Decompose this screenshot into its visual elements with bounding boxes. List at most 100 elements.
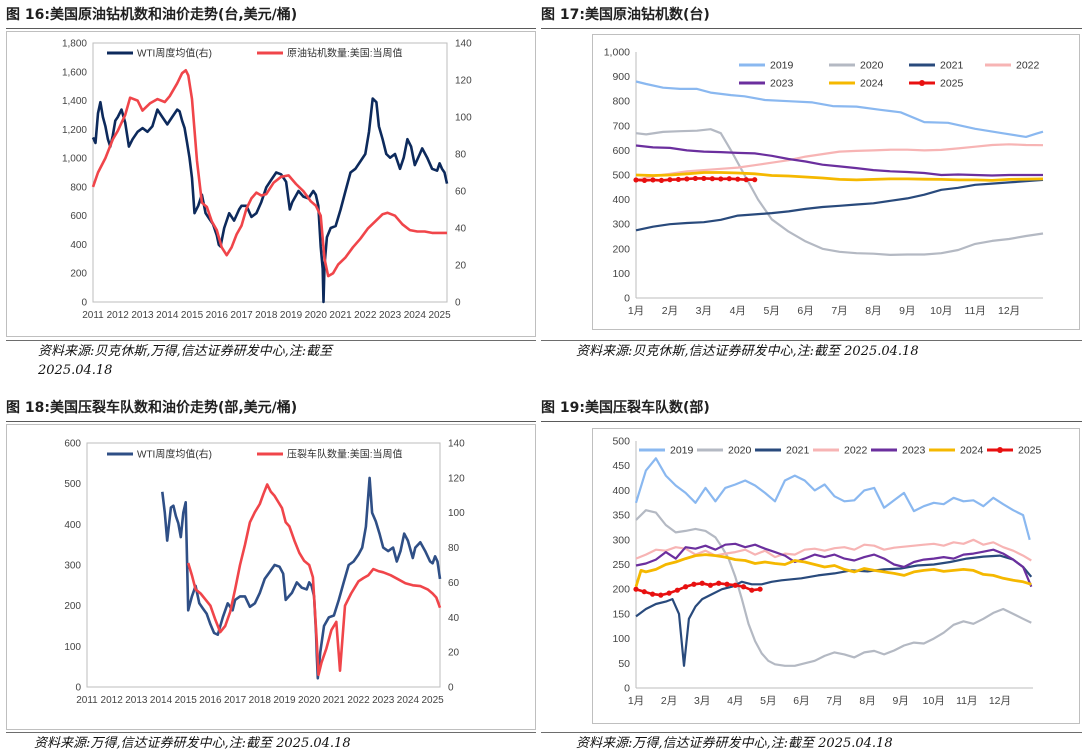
y-right-tick-label: 140	[448, 439, 465, 450]
y-right-tick-label: 60	[448, 578, 460, 589]
legend-label: 原油钻机数量:美国:当周值	[287, 47, 403, 60]
series-line-2022	[635, 143, 1044, 181]
x-tick-label: 2015	[181, 310, 204, 321]
x-tick-label: 1月	[628, 695, 644, 707]
legend-label: 2025	[940, 78, 964, 90]
x-tick-label: 2024	[404, 310, 427, 321]
figure-17-source-line1: 资料来源:贝克休斯,信达证券研发中心,注:截至 2025.04.18	[576, 344, 919, 359]
plot-area	[92, 42, 448, 303]
legend-label: WTI周度均值(右)	[137, 448, 212, 461]
x-tick-label: 3月	[696, 305, 712, 317]
series-marker-2025	[743, 177, 749, 183]
crude-rig-count-seasonal-chart: 0 100 200 300 400 500 600 700 800 900 1,000 1月 2月 3月 4…	[604, 47, 1044, 317]
y-tick-label: 500	[612, 170, 630, 182]
figure-16-panel: 0 200 400 600 800 1,000 1,200 1,400 1,600 1,800 0 2…	[6, 31, 536, 337]
series-line-2020	[635, 128, 1044, 256]
x-tick-label: 6月	[797, 305, 813, 317]
y-left-tick-label: 300	[64, 561, 81, 572]
figure-19-title: 图 19:美国压裂车队数(部)	[541, 400, 710, 416]
legend-label: 2023	[902, 445, 926, 457]
y-tick-label: 500	[612, 436, 630, 448]
x-tick-label: 2025	[428, 310, 451, 321]
series-marker-2025	[633, 586, 639, 592]
legend-marker	[919, 80, 925, 86]
series-line-count	[91, 68, 447, 278]
x-tick-label: 2021	[323, 695, 346, 706]
figure-19-panel: 0 50 100 150 200 250 300 350 400 450 500 1月 2月 3月 4月 5月…	[592, 428, 1080, 724]
y-tick-label: 300	[612, 219, 630, 231]
x-tick-label: 2013	[131, 310, 154, 321]
y-right-tick-label: 40	[455, 224, 467, 235]
x-tick-label: 2021	[329, 310, 352, 321]
plot-area	[86, 442, 441, 688]
series-marker-2025	[732, 582, 738, 588]
figure-19-source-rule	[541, 732, 1082, 733]
x-tick-label: 11月	[956, 695, 977, 707]
x-tick-label: 11月	[964, 305, 985, 317]
legend-marker	[997, 447, 1003, 453]
x-tick-label: 4月	[727, 695, 743, 707]
y-left-tick-label: 1,000	[62, 154, 87, 165]
y-left-tick-label: 600	[70, 211, 87, 222]
x-tick-label: 2019	[280, 310, 303, 321]
series-line-2021	[635, 178, 1044, 232]
series-marker-2025	[684, 176, 690, 182]
x-tick-label: 2016	[206, 310, 229, 321]
y-tick-label: 250	[612, 559, 630, 571]
series-line-count	[186, 483, 442, 677]
figure-18-source-rule	[6, 732, 536, 733]
x-tick-label: 9月	[899, 305, 915, 317]
series-marker-2025	[683, 584, 689, 590]
series-marker-2025	[757, 586, 763, 592]
y-tick-label: 300	[612, 534, 630, 546]
x-tick-label: 7月	[826, 695, 842, 707]
figure-19-source-line1: 资料来源:万得,信达证券研发中心,注:截至 2025.04.18	[576, 736, 893, 751]
series-line-2021	[635, 554, 1033, 667]
figure-17-title: 图 17:美国原油钻机数(台)	[541, 7, 710, 23]
x-tick-label: 2月	[662, 305, 678, 317]
legend-label: 2020	[860, 60, 884, 72]
x-tick-label: 8月	[865, 305, 881, 317]
legend-label: 2023	[770, 78, 794, 90]
figure-16-title: 图 16:美国原油钻机数和油价走势(台,美元/桶)	[6, 7, 298, 23]
frac-fleet-vs-wti-chart: 0 100 200 300 400 500 600 0 20 40 60 80 100 120 140 201…	[64, 439, 465, 707]
series-marker-2025	[718, 176, 724, 182]
figure-18-source-line1: 资料来源:万得,信达证券研发中心,注:截至 2025.04.18	[34, 736, 351, 751]
legend-label: 2022	[844, 445, 868, 457]
y-tick-label: 700	[612, 120, 630, 132]
series-line-2024	[635, 171, 1044, 182]
x-tick-label: 2016	[199, 695, 222, 706]
y-right-tick-label: 100	[455, 113, 472, 124]
y-left-tick-label: 800	[70, 182, 87, 193]
x-tick-label: 2023	[372, 695, 395, 706]
figure-17-title-rule	[541, 28, 1082, 29]
x-tick-label: 3月	[694, 695, 710, 707]
x-tick-label: 2018	[255, 310, 278, 321]
x-tick-label: 12月	[998, 305, 1020, 317]
x-tick-label: 2020	[305, 310, 328, 321]
series-marker-2025	[701, 175, 707, 182]
x-tick-label: 2011	[76, 695, 98, 706]
frac-fleet-seasonal-chart: 0 50 100 150 200 250 300 350 400 450 500 1月 2月 3月 4月 5月…	[612, 436, 1041, 708]
series-marker-2025	[666, 590, 672, 596]
y-left-tick-label: 100	[64, 642, 81, 653]
x-tick-label: 2022	[354, 310, 377, 321]
y-tick-label: 100	[612, 268, 630, 280]
x-tick-label: 9月	[892, 695, 908, 707]
y-left-tick-label: 1,600	[62, 67, 87, 78]
legend-label: 2022	[1016, 60, 1040, 72]
legend-label: 2024	[860, 78, 884, 90]
x-tick-label: 2012	[107, 310, 130, 321]
series-line-wti	[91, 97, 449, 304]
y-left-tick-label: 0	[75, 683, 81, 694]
y-right-tick-label: 40	[448, 613, 460, 624]
x-tick-label: 7月	[831, 305, 847, 317]
y-tick-label: 200	[612, 243, 630, 255]
x-tick-label: 2012	[101, 695, 124, 706]
legend-label: WTI周度均值(右)	[137, 47, 212, 60]
y-tick-label: 100	[612, 633, 630, 645]
figure-19-title-rule	[541, 421, 1082, 422]
x-tick-label: 2022	[347, 695, 370, 706]
figure-18-panel: 0 100 200 300 400 500 600 0 20 40 60 80 100 120 140 201…	[6, 424, 536, 730]
series-marker-2025	[641, 589, 647, 595]
